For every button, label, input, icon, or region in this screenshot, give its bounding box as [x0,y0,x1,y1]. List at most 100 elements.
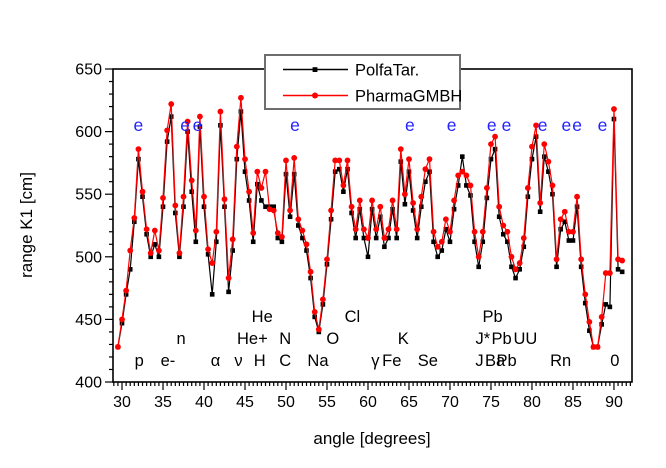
data-point-circle [512,266,519,273]
x-tick-label: 55 [318,394,336,411]
x-tick-label: 75 [482,394,500,411]
electron-label: e [290,115,300,135]
data-point-square [148,254,154,260]
data-point-circle [303,241,310,248]
data-point-circle [164,127,171,134]
data-point-square [345,166,350,172]
data-point-square [615,267,621,272]
data-point-circle [389,197,396,204]
data-point-square [603,302,609,307]
data-point-circle [197,113,203,120]
data-point-circle [254,168,261,175]
major-ticks [105,68,615,390]
data-point-square [214,239,219,245]
element-label: Pb [496,352,516,370]
data-point-circle [332,157,339,164]
data-point-square [144,231,149,237]
data-point-square [275,235,281,241]
electron-label: e [598,115,608,135]
data-point-square [181,204,186,210]
data-point-circle [590,344,597,350]
data-point-square [271,204,277,210]
data-point-square [562,219,568,225]
data-point-circle [459,168,466,175]
data-point-square [279,239,285,245]
data-point-circle [410,200,416,206]
data-point-square [525,194,531,200]
data-point-square [537,209,543,215]
element-label: 0 [610,352,619,370]
data-point-square [136,156,141,162]
x-tick-label: 60 [359,394,377,411]
data-point-circle [594,344,601,350]
data-point-circle [541,141,548,148]
data-point-circle [295,216,302,223]
data-point-square [341,189,346,194]
data-point-square [464,183,469,188]
data-point-circle [188,177,195,184]
data-point-circle [291,154,298,161]
data-point-circle [578,256,585,263]
data-point-circle [570,228,576,235]
data-point-square [291,171,297,177]
data-point-square [484,195,490,201]
data-point-square [386,235,391,241]
data-point-square [570,238,576,243]
electron-label: e [487,115,497,135]
data-point-circle [217,108,224,115]
data-point-square [505,239,510,245]
data-point-circle [160,195,166,201]
x-tick-label: 90 [605,394,623,411]
data-point-square [242,169,248,174]
data-point-circle [352,226,359,233]
data-point-circle [168,101,175,107]
data-point-circle [565,228,572,235]
element-label: Se [418,352,438,370]
data-point-square [259,198,264,203]
data-point-circle [139,188,146,195]
data-point-circle [287,207,293,214]
data-point-circle [201,193,207,200]
electron-label: e [193,115,203,135]
element-label: N [279,330,291,348]
data-point-square [558,226,563,232]
data-point-circle [602,270,609,276]
data-point-square [328,216,334,222]
data-point-square [607,304,613,310]
data-point-circle [246,188,253,195]
data-point-circle [119,316,125,323]
data-point-circle [135,146,142,153]
data-point-square [353,235,358,241]
data-point-circle [434,243,441,250]
data-point-square [513,275,518,281]
data-point-circle [385,226,392,233]
data-point-circle [238,94,244,101]
data-point-square [459,154,465,159]
data-point-circle [406,156,412,163]
element-label: Na [307,352,329,370]
data-point-circle [176,250,183,256]
element-label: K [398,330,409,348]
data-point-square [492,146,498,152]
data-point-circle [561,208,568,215]
data-point-circle [319,296,326,303]
data-point-circle [242,156,248,163]
data-point-circle [127,247,134,254]
tick-labels: 30 35 40 45 50 55 60 65 70 75 80 85 90 400 450 500 550 60… [75,62,623,412]
data-point-circle [582,291,589,298]
data-point-circle [426,156,433,163]
data-point-square [488,156,494,162]
element-label: Cl [345,308,361,326]
data-point-square [287,214,293,220]
y-tick-label: 550 [75,187,102,204]
data-point-circle [447,228,453,235]
data-point-circle [143,226,150,233]
data-point-circle [524,185,531,191]
data-point-square [619,269,625,275]
y-tick-label: 400 [75,375,102,392]
element-label: J* [475,330,490,348]
data-point-circle [233,143,240,150]
legend-marker-square-icon [312,67,318,72]
electron-label: e [134,115,144,135]
